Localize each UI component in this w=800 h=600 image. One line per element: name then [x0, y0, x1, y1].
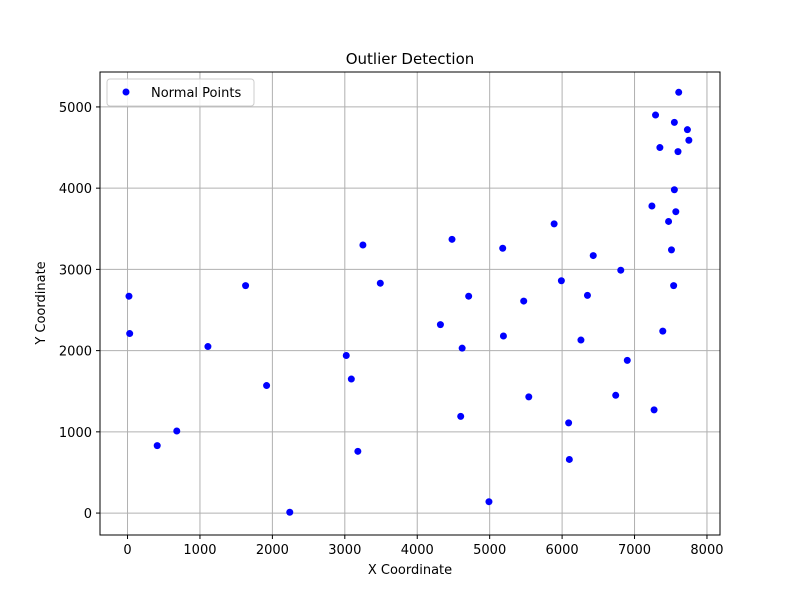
data-point [126, 330, 134, 338]
data-point [565, 455, 573, 463]
data-point [557, 277, 565, 285]
data-point [153, 442, 161, 450]
data-point [376, 279, 384, 287]
data-point [650, 406, 658, 414]
data-point [436, 321, 444, 329]
x-tick-label: 4000 [401, 543, 434, 558]
y-tick-label: 4000 [59, 182, 92, 197]
y-tick-label: 2000 [59, 345, 92, 360]
data-point [485, 498, 493, 506]
x-tick-label: 2000 [256, 543, 289, 558]
data-point [683, 126, 691, 134]
data-point [286, 508, 294, 516]
plot-frame [99, 71, 721, 536]
data-point [550, 220, 558, 228]
data-point [652, 111, 660, 119]
data-point [457, 412, 465, 420]
x-tick-label: 0 [123, 543, 131, 558]
data-point [525, 393, 533, 401]
data-point [648, 202, 656, 210]
data-point [499, 244, 507, 252]
y-axis-label: Y Coordinate [34, 261, 49, 345]
data-point [674, 148, 682, 156]
data-point [675, 88, 683, 96]
x-axis-label: X Coordinate [368, 563, 452, 578]
x-tick-label: 3000 [328, 543, 361, 558]
legend: Normal Points [106, 78, 255, 107]
x-axis-ticks: 0 1000 2000 3000 4000 5000 6000 7000 8000 [123, 535, 724, 558]
data-point [577, 336, 585, 344]
data-point [670, 186, 678, 194]
data-point [617, 266, 625, 274]
y-tick-label: 3000 [59, 263, 92, 278]
x-tick-label: 7000 [618, 543, 651, 558]
data-point [359, 241, 367, 249]
data-point [520, 297, 528, 305]
y-tick-label: 1000 [59, 426, 92, 441]
data-point [565, 419, 573, 427]
data-point [685, 136, 693, 144]
data-points [125, 88, 693, 516]
data-point [583, 291, 591, 299]
data-point [263, 382, 271, 390]
data-point [204, 343, 212, 351]
data-point [465, 292, 473, 300]
x-tick-label: 6000 [546, 543, 579, 558]
data-point [667, 246, 675, 254]
data-point [623, 356, 631, 364]
chart-title: Outlier Detection [346, 50, 475, 68]
data-point [448, 235, 456, 243]
data-point [499, 332, 507, 340]
y-tick-label: 5000 [59, 101, 92, 116]
data-point [125, 292, 133, 300]
legend-box [106, 78, 255, 107]
data-point [458, 344, 466, 352]
x-tick-label: 5000 [473, 543, 506, 558]
data-point [342, 351, 350, 359]
data-point [612, 391, 620, 399]
data-point [656, 144, 664, 152]
legend-marker [122, 88, 130, 96]
x-tick-label: 1000 [183, 543, 216, 558]
data-point [659, 327, 667, 335]
data-point [589, 252, 597, 260]
data-point [672, 208, 680, 216]
grid-lines [100, 72, 720, 535]
y-tick-label: 0 [84, 507, 92, 522]
data-point [173, 427, 181, 435]
x-tick-label: 8000 [690, 543, 723, 558]
y-axis-ticks: 0 1000 2000 3000 4000 5000 [59, 101, 100, 522]
data-point [670, 118, 678, 126]
data-point [347, 375, 355, 383]
data-point [665, 217, 673, 225]
legend-label: Normal Points [151, 86, 241, 101]
data-point [242, 282, 250, 290]
data-point [670, 282, 678, 290]
data-point [354, 447, 362, 455]
